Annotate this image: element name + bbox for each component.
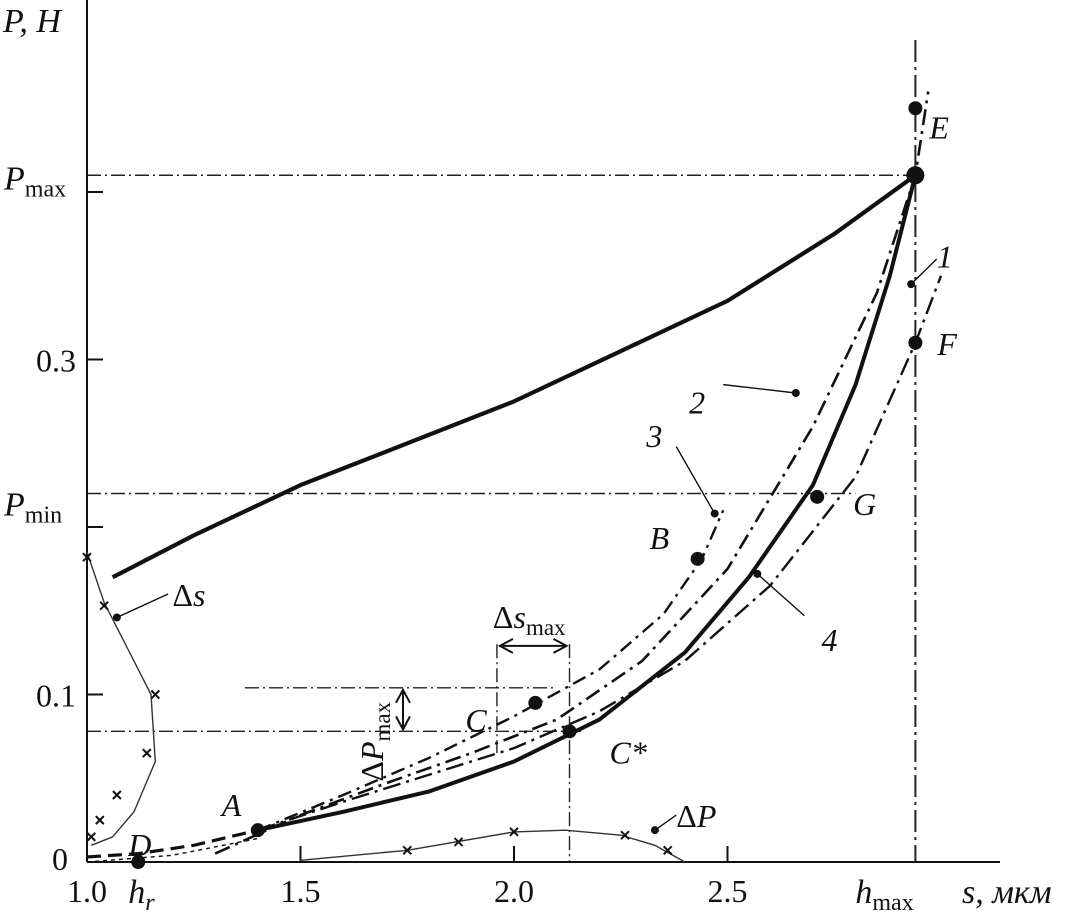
p-min-label: Pmin: [3, 487, 62, 529]
x-tick-label: 2.5: [708, 873, 748, 909]
series-ds-line: [86, 551, 157, 846]
dp-marker: [402, 845, 412, 855]
dp-marker: [453, 837, 464, 847]
series-1-unloading: [257, 174, 918, 833]
series-3-leader: [675, 446, 716, 514]
point-a-label: A: [220, 787, 242, 823]
series-2-line: [214, 91, 930, 855]
ds-marker: [142, 748, 152, 758]
series-4-line: [257, 275, 943, 832]
points: [112, 101, 925, 869]
axes: [86, 0, 1000, 863]
series-4-label: 4: [821, 622, 837, 658]
point-e: [908, 101, 923, 116]
point-a: [250, 823, 265, 838]
delta-p-max-label: ΔPmax: [354, 701, 395, 781]
point-e-label: E: [928, 109, 949, 145]
series-1-leader: [910, 258, 938, 285]
ds-marker: [82, 552, 92, 562]
delta-s-max-arrowhead-left: [497, 638, 514, 654]
series-3-label: 3: [645, 418, 662, 454]
series-ds-leader: [116, 593, 169, 619]
guide-lines: [87, 40, 917, 862]
point-max: [906, 166, 925, 185]
x-tick-label: 2.0: [494, 873, 534, 909]
h-r-label: hr: [128, 874, 155, 916]
dp-marker: [509, 827, 519, 837]
ds-marker: [112, 790, 122, 800]
y-tick-label: 0.1: [36, 678, 76, 714]
y-tick-label: 0: [52, 841, 68, 877]
series-2-label: 2: [689, 384, 705, 420]
delta-p-max-arrowhead-bottom: [395, 715, 411, 732]
delta-s-max-arrowhead-right: [553, 638, 569, 654]
dp-marker: [620, 830, 630, 840]
point-c-star: [562, 724, 577, 739]
approach-ext-line: [86, 837, 258, 863]
point-g-label: G: [853, 486, 876, 522]
ds-marker: [86, 832, 96, 842]
series: [82, 91, 943, 863]
ticks: [86, 191, 729, 862]
series-ds-label: Δs: [172, 577, 205, 613]
point-f: [908, 335, 923, 350]
series-3-line: [257, 509, 725, 832]
x-tick-label: 1.5: [281, 873, 321, 909]
series-2-leader: [723, 383, 796, 394]
point-b-label: B: [650, 520, 670, 556]
series-1-label: 1: [937, 239, 953, 275]
delta-s-max-label: Δsmax: [493, 599, 566, 640]
labels: P, Н s, мкм 1.0 1.5 2.0 2.5 0 0.1 0.3 E F G B C C* A D…: [2, 3, 1052, 916]
ds-marker: [95, 815, 105, 825]
y-tick-label: 0.3: [36, 343, 76, 379]
approach-dashed-line: [86, 828, 259, 859]
point-c: [528, 695, 543, 710]
point-f-label: F: [936, 326, 957, 362]
point-g: [810, 489, 825, 504]
series-4-leader: [756, 573, 805, 617]
series-dp-line: [300, 829, 686, 863]
h-max-label: hmax: [855, 874, 913, 916]
delta-p-max-arrowhead-top: [395, 687, 411, 704]
x-tick-label: 1.0: [67, 873, 107, 909]
series-dp-label: ΔP: [676, 798, 716, 834]
p-max-label: Pmax: [3, 160, 66, 202]
y-axis-title: P, Н: [2, 3, 63, 40]
ds-marker: [99, 601, 109, 611]
point-b: [690, 551, 705, 566]
point-hr: [132, 856, 145, 868]
point-d-label: D: [127, 827, 151, 863]
point-c-star-label: C*: [610, 734, 647, 770]
series-1-loading: [111, 173, 917, 580]
dp-marker: [663, 845, 673, 855]
point-c-label: C: [465, 702, 487, 738]
ds-marker: [150, 689, 161, 700]
x-axis-title: s, мкм: [962, 874, 1052, 911]
series-dp-leader: [654, 814, 677, 831]
